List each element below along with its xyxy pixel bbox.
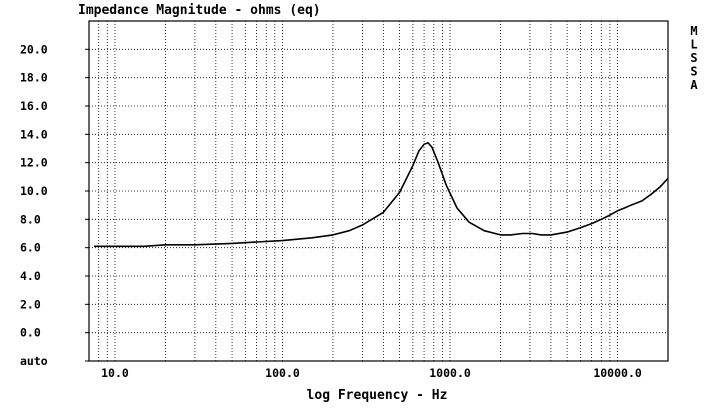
y-tick-labels: 20.0 18.0 16.0 14.0 12.0 10.0 8.0 6.0 4.0 2.0 0.0 a…	[20, 42, 89, 368]
impedance-curve	[94, 142, 669, 248]
y-tick-label: 8.0	[20, 212, 41, 226]
y-tick-label: 16.0	[20, 99, 48, 113]
y-tick-label: auto	[20, 354, 48, 368]
x-tick-label: 10000.0	[593, 366, 642, 380]
x-axis-label: log Frequency - Hz	[307, 388, 448, 403]
chart-title: Impedance Magnitude - ohms (eq)	[78, 3, 321, 18]
y-tick-label: 20.0	[20, 42, 48, 56]
x-tick-label: 1000.0	[429, 366, 471, 380]
side-label-letter: S	[690, 51, 697, 65]
x-tick-label: 10.0	[101, 366, 129, 380]
x-tick-label: 100.0	[265, 366, 300, 380]
side-label-letter: S	[690, 65, 697, 79]
y-tick-label: 14.0	[20, 127, 48, 141]
side-label-letter: M	[690, 24, 697, 38]
y-tick-label: 6.0	[20, 241, 41, 255]
grid-lines	[89, 21, 668, 362]
side-label-letter: L	[690, 38, 697, 52]
y-tick-label: 10.0	[20, 184, 48, 198]
y-tick-label: 2.0	[20, 297, 41, 311]
y-tick-label: 4.0	[20, 269, 41, 283]
y-tick-label: 18.0	[20, 71, 48, 85]
y-tick-label: 0.0	[20, 326, 41, 340]
side-label-letter: A	[690, 78, 698, 92]
y-tick-label: 12.0	[20, 156, 48, 170]
x-tick-labels: 10.0 100.0 1000.0 10000.0	[101, 366, 642, 380]
series-group	[94, 142, 669, 248]
